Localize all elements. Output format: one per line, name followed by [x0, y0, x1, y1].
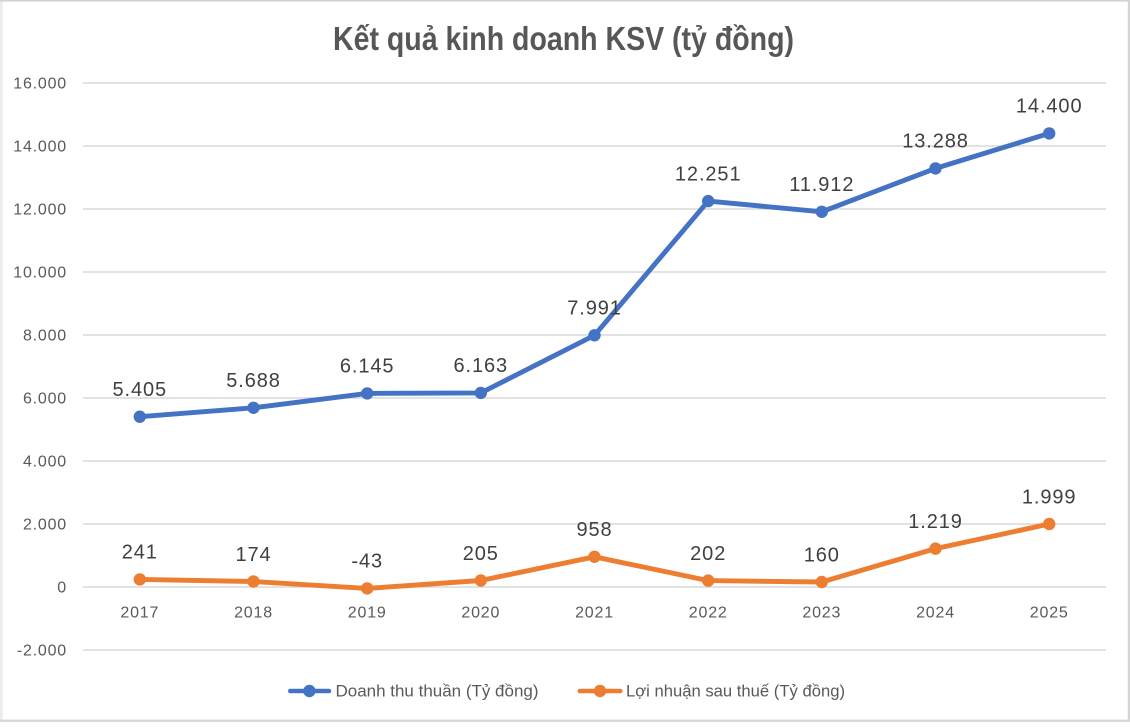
svg-text:5.405: 5.405 [113, 379, 168, 401]
svg-text:16.000: 16.000 [13, 76, 67, 93]
svg-text:2024: 2024 [916, 605, 955, 622]
svg-text:202: 202 [690, 543, 726, 565]
svg-text:6.000: 6.000 [23, 391, 67, 408]
svg-text:2019: 2019 [348, 605, 387, 622]
svg-text:5.688: 5.688 [226, 370, 281, 392]
svg-text:14.000: 14.000 [13, 139, 67, 156]
svg-text:12.000: 12.000 [13, 202, 67, 219]
svg-text:12.251: 12.251 [675, 163, 742, 185]
svg-text:Kết quả kinh doanh KSV (tỷ đồn: Kết quả kinh doanh KSV (tỷ đồng) [333, 20, 794, 57]
svg-text:10.000: 10.000 [13, 265, 67, 282]
svg-text:13.288: 13.288 [902, 131, 969, 153]
svg-text:-2.000: -2.000 [17, 643, 67, 660]
svg-text:14.400: 14.400 [1016, 96, 1083, 118]
svg-text:2017: 2017 [120, 605, 159, 622]
svg-text:2022: 2022 [689, 605, 728, 622]
svg-text:2023: 2023 [802, 605, 841, 622]
svg-text:11.912: 11.912 [789, 174, 854, 196]
svg-text:-43: -43 [351, 551, 383, 573]
svg-text:8.000: 8.000 [23, 328, 67, 345]
svg-text:2018: 2018 [234, 605, 273, 622]
svg-text:174: 174 [235, 544, 271, 566]
svg-text:1.219: 1.219 [908, 511, 963, 533]
svg-text:6.163: 6.163 [454, 355, 509, 377]
svg-text:1.999: 1.999 [1022, 486, 1077, 508]
svg-text:2.000: 2.000 [23, 517, 67, 534]
svg-text:2020: 2020 [461, 605, 500, 622]
svg-text:241: 241 [122, 542, 158, 564]
svg-text:0: 0 [57, 580, 67, 597]
svg-text:6.145: 6.145 [340, 356, 395, 378]
svg-text:7.991: 7.991 [567, 298, 622, 320]
svg-text:160: 160 [804, 544, 840, 566]
svg-text:Doanh thu thuần (Tỷ đồng): Doanh thu thuần (Tỷ đồng) [336, 682, 539, 701]
svg-text:Lợi nhuận sau thuế (Tỷ đồng): Lợi nhuận sau thuế (Tỷ đồng) [626, 682, 845, 701]
svg-text:2025: 2025 [1030, 605, 1069, 622]
svg-text:4.000: 4.000 [23, 454, 67, 471]
svg-text:2021: 2021 [575, 605, 614, 622]
svg-text:205: 205 [463, 543, 499, 565]
svg-text:958: 958 [576, 519, 612, 541]
